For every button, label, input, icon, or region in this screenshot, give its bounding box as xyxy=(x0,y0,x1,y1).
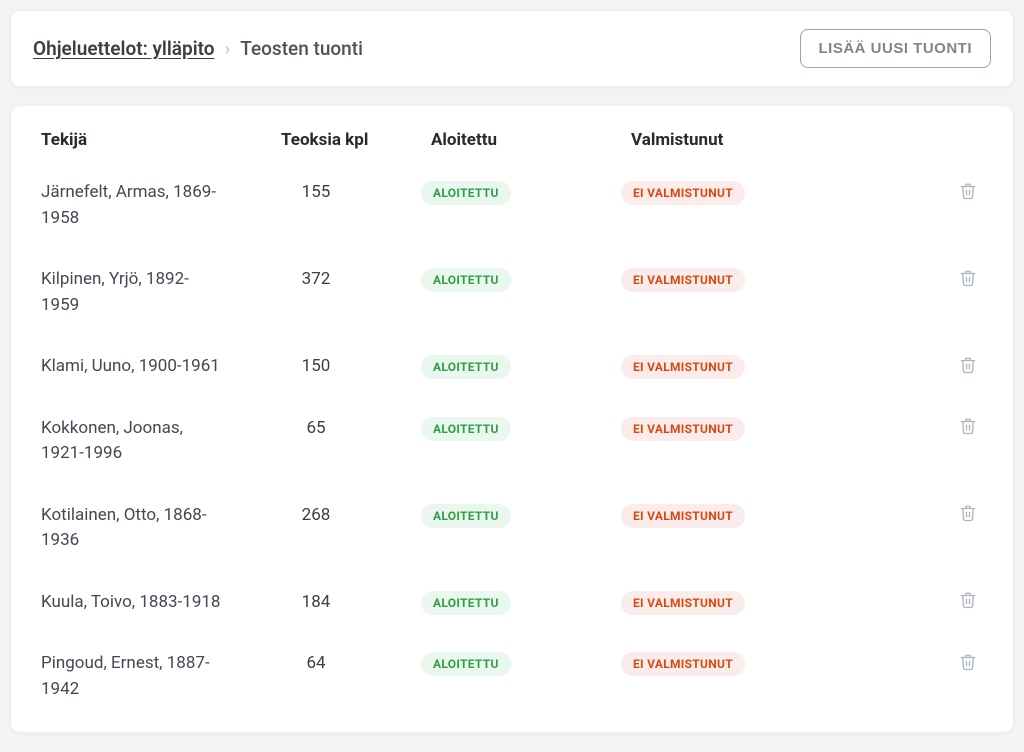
cell-author: Klami, Uuno, 1900-1961 xyxy=(41,354,221,380)
trash-icon xyxy=(959,591,977,612)
table-header-row: Tekijä Teoksia kpl Aloitettu Valmistunut xyxy=(33,124,991,168)
trash-icon xyxy=(959,356,977,377)
cell-started: ALOITETTU xyxy=(421,354,611,379)
add-new-import-button[interactable]: LISÄÄ UUSI TUONTI xyxy=(800,29,992,68)
status-badge-not-completed: EI VALMISTUNUT xyxy=(621,355,745,379)
cell-started: ALOITETTU xyxy=(421,590,611,615)
col-header-count: Teoksia kpl xyxy=(261,130,411,150)
col-header-completed: Valmistunut xyxy=(621,130,861,150)
cell-actions xyxy=(871,354,983,377)
cell-completed: EI VALMISTUNUT xyxy=(621,503,861,528)
cell-actions xyxy=(871,651,983,674)
cell-author: Kotilainen, Otto, 1868-1936 xyxy=(41,503,221,554)
cell-author: Kokkonen, Joonas, 1921-1996 xyxy=(41,416,221,467)
cell-completed: EI VALMISTUNUT xyxy=(621,267,861,292)
cell-author: Kuula, Toivo, 1883-1918 xyxy=(41,590,221,616)
delete-button[interactable] xyxy=(957,268,979,290)
status-badge-not-completed: EI VALMISTUNUT xyxy=(621,652,745,676)
col-header-author: Tekijä xyxy=(41,130,251,150)
cell-actions xyxy=(871,590,983,613)
cell-started: ALOITETTU xyxy=(421,267,611,292)
status-badge-not-completed: EI VALMISTUNUT xyxy=(621,591,745,615)
status-badge-started: ALOITETTU xyxy=(421,355,511,379)
status-badge-not-completed: EI VALMISTUNUT xyxy=(621,417,745,441)
cell-count: 372 xyxy=(261,267,411,289)
delete-button[interactable] xyxy=(957,355,979,377)
status-badge-started: ALOITETTU xyxy=(421,504,511,528)
trash-icon xyxy=(959,182,977,203)
cell-author: Pingoud, Ernest, 1887-1942 xyxy=(41,651,221,702)
status-badge-not-completed: EI VALMISTUNUT xyxy=(621,181,745,205)
table-row: Järnefelt, Armas, 1869-1958 155 ALOITETT… xyxy=(33,168,991,255)
cell-started: ALOITETTU xyxy=(421,651,611,676)
table-row: Kotilainen, Otto, 1868-1936 268 ALOITETT… xyxy=(33,491,991,578)
trash-icon xyxy=(959,417,977,438)
status-badge-started: ALOITETTU xyxy=(421,181,511,205)
cell-count: 268 xyxy=(261,503,411,525)
breadcrumb: Ohjeluettelot: ylläpito › Teosten tuonti xyxy=(33,37,363,60)
import-list-card: Tekijä Teoksia kpl Aloitettu Valmistunut… xyxy=(10,105,1014,733)
cell-count: 64 xyxy=(261,651,411,673)
col-header-started: Aloitettu xyxy=(421,130,611,150)
delete-button[interactable] xyxy=(957,591,979,613)
cell-completed: EI VALMISTUNUT xyxy=(621,651,861,676)
cell-completed: EI VALMISTUNUT xyxy=(621,354,861,379)
breadcrumb-root-link[interactable]: Ohjeluettelot: ylläpito xyxy=(33,37,215,60)
cell-author: Kilpinen, Yrjö, 1892-1959 xyxy=(41,267,221,318)
status-badge-started: ALOITETTU xyxy=(421,268,511,292)
table-row: Kokkonen, Joonas, 1921-1996 65 ALOITETTU… xyxy=(33,404,991,491)
status-badge-not-completed: EI VALMISTUNUT xyxy=(621,268,745,292)
cell-author: Järnefelt, Armas, 1869-1958 xyxy=(41,180,221,231)
cell-count: 65 xyxy=(261,416,411,438)
status-badge-started: ALOITETTU xyxy=(421,591,511,615)
status-badge-not-completed: EI VALMISTUNUT xyxy=(621,504,745,528)
breadcrumb-current: Teosten tuonti xyxy=(240,37,363,60)
delete-button[interactable] xyxy=(957,417,979,439)
chevron-right-icon: › xyxy=(225,37,231,60)
cell-started: ALOITETTU xyxy=(421,416,611,441)
trash-icon xyxy=(959,269,977,290)
cell-started: ALOITETTU xyxy=(421,503,611,528)
table-row: Kuula, Toivo, 1883-1918 184 ALOITETTU EI… xyxy=(33,578,991,640)
cell-count: 155 xyxy=(261,180,411,202)
table-row: Kilpinen, Yrjö, 1892-1959 372 ALOITETTU … xyxy=(33,255,991,342)
table-body: Järnefelt, Armas, 1869-1958 155 ALOITETT… xyxy=(33,168,991,726)
status-badge-started: ALOITETTU xyxy=(421,417,511,441)
cell-actions xyxy=(871,503,983,526)
cell-completed: EI VALMISTUNUT xyxy=(621,180,861,205)
cell-actions xyxy=(871,416,983,439)
cell-count: 150 xyxy=(261,354,411,376)
page-header: Ohjeluettelot: ylläpito › Teosten tuonti… xyxy=(10,10,1014,87)
trash-icon xyxy=(959,504,977,525)
delete-button[interactable] xyxy=(957,181,979,203)
cell-count: 184 xyxy=(261,590,411,612)
cell-actions xyxy=(871,180,983,203)
table-row: Pingoud, Ernest, 1887-1942 64 ALOITETTU … xyxy=(33,639,991,726)
cell-completed: EI VALMISTUNUT xyxy=(621,590,861,615)
trash-icon xyxy=(959,653,977,674)
table-row: Klami, Uuno, 1900-1961 150 ALOITETTU EI … xyxy=(33,342,991,404)
cell-completed: EI VALMISTUNUT xyxy=(621,416,861,441)
cell-started: ALOITETTU xyxy=(421,180,611,205)
status-badge-started: ALOITETTU xyxy=(421,652,511,676)
delete-button[interactable] xyxy=(957,504,979,526)
delete-button[interactable] xyxy=(957,652,979,674)
cell-actions xyxy=(871,267,983,290)
